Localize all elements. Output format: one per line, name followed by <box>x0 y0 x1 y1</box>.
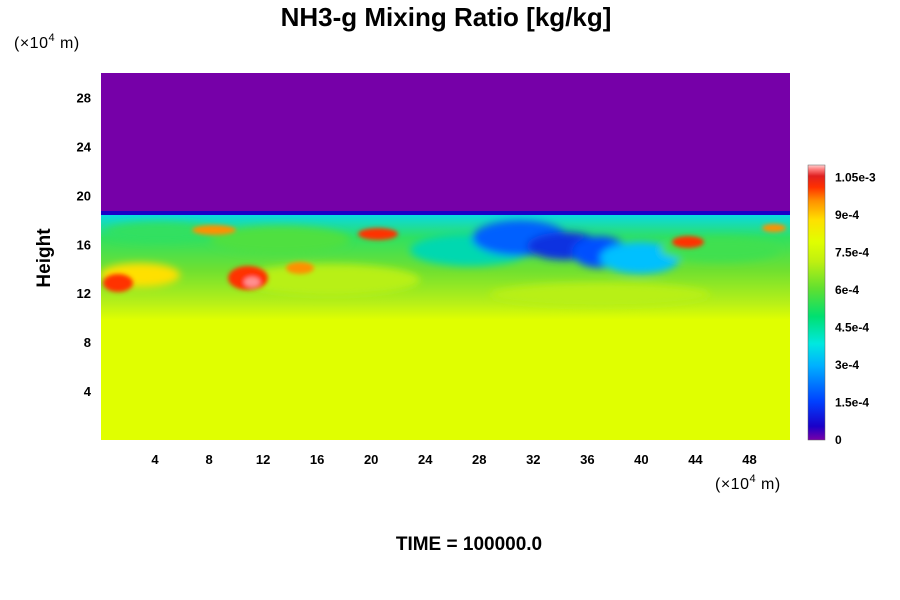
x-tick-label: 32 <box>526 452 540 467</box>
y-tick-label: 12 <box>77 286 91 301</box>
y-tick-label: 4 <box>84 384 92 399</box>
colorbar-tick-label: 1.05e-3 <box>835 171 876 185</box>
y-tick-label: 8 <box>84 335 91 350</box>
upper-layer <box>101 73 790 212</box>
x-tick-label: 36 <box>580 452 594 467</box>
colorbar <box>807 164 826 441</box>
chart-title: NH3-g Mixing Ratio [kg/kg] <box>281 2 612 32</box>
mixing-structures <box>101 220 780 307</box>
colorbar-tick-label: 7.5e-4 <box>835 246 869 260</box>
x-tick-label: 16 <box>310 452 324 467</box>
layer-interface <box>101 211 790 215</box>
colorbar-tick-label: 6e-4 <box>835 283 859 297</box>
plot-area <box>101 73 790 440</box>
x-tick-label: 28 <box>472 452 486 467</box>
colorbar-tick-label: 1.5e-4 <box>835 396 869 410</box>
y-tick-label: 20 <box>77 188 91 203</box>
x-tick-label: 40 <box>634 452 648 467</box>
colorbar-tick-label: 0 <box>835 433 842 447</box>
colorbar-tick-label: 9e-4 <box>835 208 859 222</box>
x-tick-label: 12 <box>256 452 270 467</box>
x-tick-label: 4 <box>151 452 159 467</box>
x-tick-label: 8 <box>205 452 212 467</box>
x-tick-label: 48 <box>742 452 756 467</box>
colorbar-ticks: 0 1.5e-4 3e-4 4.5e-4 6e-4 7.5e-4 9e-4 1.05e-3 <box>835 171 876 448</box>
x-axis-unit: (×104 m) <box>715 473 781 493</box>
x-tick-label: 20 <box>364 452 378 467</box>
y-tick-label: 28 <box>77 90 91 105</box>
colorbar-tick-label: 4.5e-4 <box>835 321 869 335</box>
time-label: TIME = 100000.0 <box>396 534 542 555</box>
hot-spots <box>103 224 786 292</box>
x-tick-label: 44 <box>688 452 703 467</box>
y-axis-unit: (×104 m) <box>14 32 80 52</box>
y-axis-label: Height <box>34 228 55 288</box>
y-tick-label: 16 <box>77 237 91 252</box>
y-tick-label: 24 <box>77 139 92 154</box>
y-ticks: 4 8 12 16 20 24 28 <box>77 90 92 399</box>
colorbar-tick-label: 3e-4 <box>835 358 859 372</box>
x-ticks: 4 8 12 16 20 24 28 32 36 40 44 48 <box>151 452 756 467</box>
x-tick-label: 24 <box>418 452 433 467</box>
